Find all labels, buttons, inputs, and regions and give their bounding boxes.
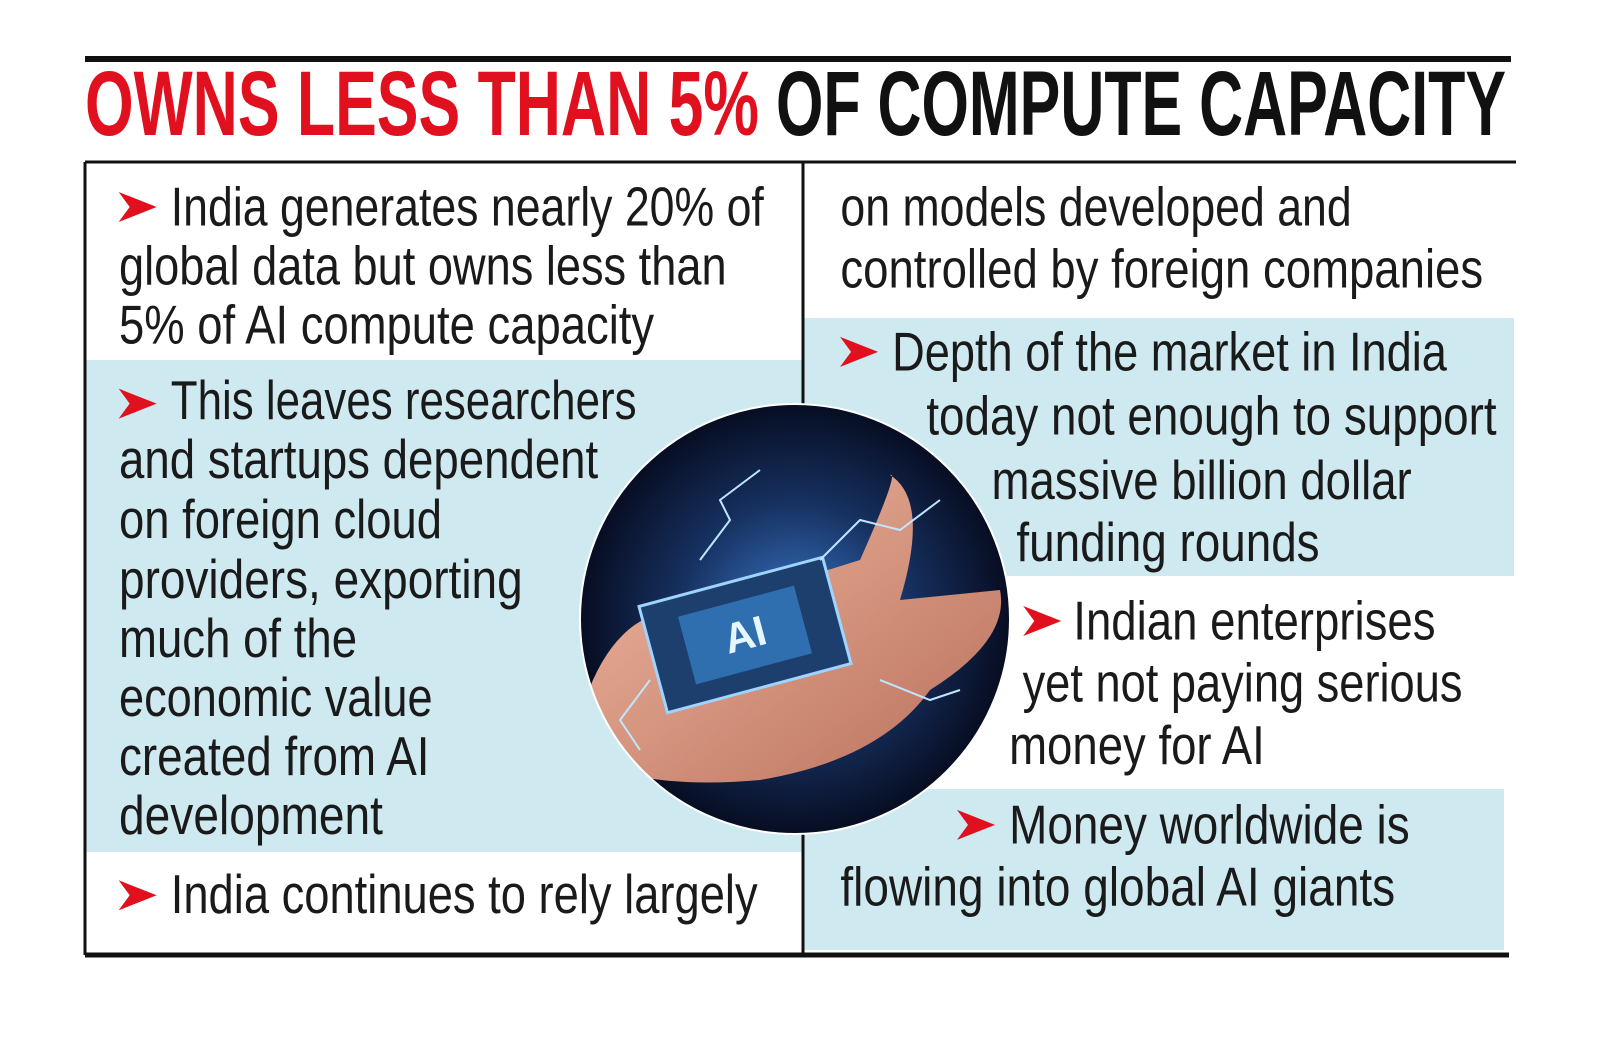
title-rest: OF COMPUTE CAPACITY [776, 53, 1506, 155]
bullet-text: economic value [119, 666, 433, 728]
title-highlight: OWNS LESS THAN 5% [85, 53, 759, 155]
bullet-text: on models developed and [840, 176, 1351, 238]
bullet-text: much of the [119, 607, 357, 669]
illustration-frame [579, 403, 1011, 835]
bullet-text: India continues to rely largely [171, 863, 758, 925]
bullet-text: created from AI [119, 725, 430, 787]
bullet-text: funding rounds [1016, 511, 1319, 573]
bullet-text: on foreign cloud [119, 488, 442, 550]
bullet-arrow [840, 336, 879, 367]
bullet-arrow [1023, 606, 1062, 636]
bullet-text: This leaves researchers [171, 369, 637, 431]
bullet-text: controlled by foreign companies [840, 238, 1483, 300]
band [803, 789, 1504, 950]
bullet-arrow [118, 388, 157, 419]
bullet-text: Money worldwide is [1009, 794, 1410, 856]
bullet-arrow [118, 880, 157, 911]
bullet-text: flowing into global AI giants [840, 856, 1395, 918]
illustration: AI [580, 404, 1010, 834]
bullet-text: Indian enterprises [1073, 590, 1435, 652]
bullet-text: providers, exporting [119, 548, 523, 610]
bullet-arrow [118, 192, 157, 222]
bullet-text: India generates nearly 20% of [171, 176, 765, 238]
bullet-arrow [957, 809, 996, 840]
bullet-text: yet not paying serious [1023, 652, 1463, 714]
bullet-text: Depth of the market in India [892, 321, 1447, 383]
bullet-text: development [119, 784, 383, 846]
bullet-text: money for AI [1009, 714, 1265, 776]
bullet-text: massive billion dollar [992, 449, 1412, 511]
bullet-text: today not enough to support [926, 385, 1496, 447]
bullet-text: 5% of AI compute capacity [119, 294, 654, 356]
bullet-text: and startups dependent [119, 428, 598, 490]
bullet-text: global data but owns less than [119, 235, 727, 297]
